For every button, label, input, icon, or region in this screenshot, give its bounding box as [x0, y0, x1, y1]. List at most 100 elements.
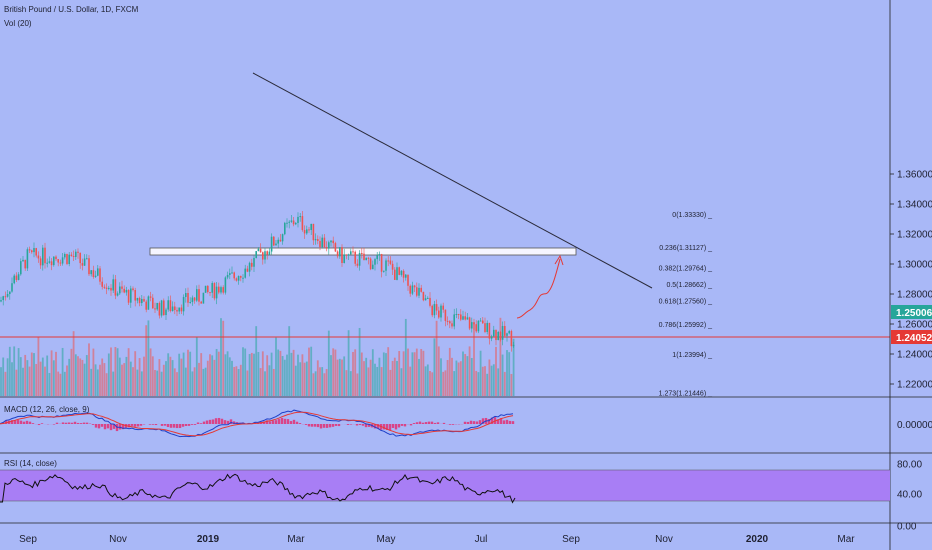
volume-bar — [488, 359, 491, 396]
volume-bar — [360, 352, 363, 396]
macd-histogram-bar — [418, 421, 422, 424]
macd-histogram-bar — [214, 418, 218, 424]
volume-bar — [420, 348, 423, 396]
fib-level-label: 0.5(1.28662) _ — [666, 282, 712, 289]
time-tick-label: May — [377, 534, 396, 545]
volume-bar — [453, 371, 456, 396]
volume-bar — [156, 370, 159, 396]
candle-body — [11, 283, 13, 292]
macd-histogram-bar — [82, 422, 86, 424]
volume-bar — [431, 372, 434, 396]
candle-body — [156, 302, 158, 310]
macd-tick-label: 0.00000 — [897, 420, 932, 431]
rsi-label: RSI (14, close) — [4, 459, 57, 468]
macd-histogram-bar — [295, 421, 299, 424]
volume-bar — [490, 365, 493, 396]
candle-body — [356, 263, 359, 266]
volume-bar — [28, 366, 31, 396]
volume-bar — [99, 364, 101, 396]
macd-histogram-bar — [154, 424, 158, 426]
macd-histogram-bar — [367, 424, 371, 427]
volume-bar — [55, 351, 57, 396]
candle-body — [475, 324, 477, 332]
candle-body — [323, 237, 326, 248]
volume-bar — [61, 347, 64, 396]
macd-histogram-bar — [70, 422, 74, 424]
volume-bar — [330, 355, 332, 396]
price-axis[interactable]: 1.36000 1.34000 1.32000 1.30000 1.28000 1.260… — [890, 170, 932, 533]
volume-bar — [457, 362, 460, 396]
projected-move-path[interactable] — [516, 258, 561, 319]
macd-histogram-bar — [163, 424, 167, 426]
candle-body — [70, 254, 73, 256]
candle-body — [193, 297, 196, 301]
candle-body — [42, 247, 44, 266]
macd-histogram-bar — [385, 424, 389, 431]
macd-histogram-bar — [427, 421, 431, 424]
time-tick-label: Mar — [287, 534, 305, 545]
candle-body — [369, 258, 372, 270]
candle-body — [354, 251, 356, 264]
volume-bar — [2, 357, 5, 396]
candle-body — [178, 307, 180, 312]
macd-histogram-bar — [313, 424, 317, 427]
candle-body — [59, 262, 62, 264]
volume-bar — [435, 320, 438, 396]
candle-body — [174, 306, 176, 311]
volume-bar — [143, 356, 145, 396]
candle-body — [242, 277, 244, 279]
macd-histogram-bar — [307, 424, 311, 427]
candle-body — [50, 261, 53, 266]
candle-body — [332, 240, 334, 244]
time-tick-label: Sep — [562, 534, 580, 545]
time-axis[interactable]: Sep Nov 2019 Mar May Jul Sep Nov 2020 Mar — [19, 534, 855, 545]
candle-body — [495, 329, 497, 341]
macd-histogram-bar — [121, 424, 125, 430]
candle-body — [237, 276, 240, 281]
macd-histogram-bar — [133, 424, 137, 427]
candle-body — [330, 240, 332, 243]
candle-body — [462, 316, 464, 320]
volume-bar — [277, 349, 280, 396]
candle-body — [222, 287, 224, 293]
volume-bar — [110, 347, 112, 396]
volume-bar — [15, 369, 18, 396]
candle-body — [0, 300, 2, 302]
volume-bar — [358, 327, 361, 396]
candle-body — [198, 289, 200, 302]
candle-body — [257, 248, 260, 252]
macd-histogram-bar — [424, 422, 428, 424]
macd-histogram-bar — [202, 421, 206, 424]
macd-histogram-bar — [109, 424, 113, 431]
volume-bar — [281, 356, 284, 396]
rsi-pane[interactable] — [0, 473, 516, 504]
candle-body — [347, 254, 350, 256]
candle-body — [163, 300, 165, 316]
candle-body — [484, 323, 486, 332]
volume-bar — [96, 369, 99, 396]
macd-histogram-bar — [13, 420, 17, 424]
candle-body — [422, 291, 425, 301]
candle-body — [268, 251, 271, 255]
candle-body — [444, 309, 447, 321]
descending-trendline[interactable] — [252, 72, 653, 289]
macd-histogram-bar — [412, 423, 416, 424]
candle-body — [81, 263, 84, 266]
volume-bar — [39, 361, 42, 396]
macd-histogram-bar — [469, 420, 473, 424]
volume-bar — [270, 352, 273, 396]
candle-body — [281, 234, 284, 242]
macd-histogram-bar — [190, 424, 194, 425]
macd-histogram-bar — [319, 424, 323, 429]
volume-bar — [473, 323, 475, 396]
macd-histogram-bar — [355, 424, 359, 426]
volume-bar — [13, 346, 16, 396]
candle-body — [218, 286, 220, 293]
candle-body — [493, 329, 495, 337]
macd-histogram-bar — [112, 424, 116, 429]
resistance-zone[interactable] — [149, 247, 577, 256]
macd-pane[interactable] — [0, 409, 515, 438]
volume-bar — [376, 366, 379, 396]
